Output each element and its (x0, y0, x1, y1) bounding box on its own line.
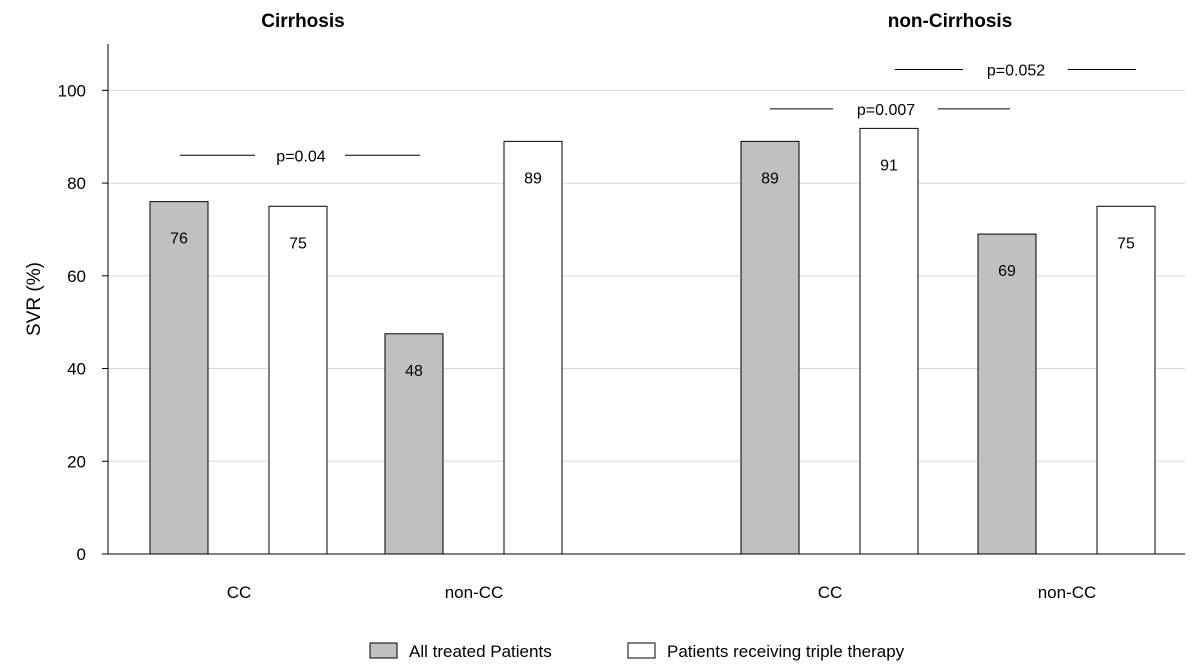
y-tick-label: 60 (67, 267, 86, 286)
data-label: 75 (1117, 235, 1135, 252)
bar (384, 333, 444, 555)
y-axis-label: SVR (%) (24, 262, 45, 336)
data-label: 91 (880, 157, 898, 174)
category-label: non-CC (1038, 583, 1097, 602)
bar (859, 127, 919, 555)
bar (503, 140, 563, 555)
p-value-label: p=0.007 (857, 102, 915, 119)
data-label: 75 (289, 235, 307, 252)
y-tick-label: 40 (67, 360, 86, 379)
category-labels: CC non-CC CC non-CC (227, 583, 1097, 602)
legend-label: Patients receiving triple therapy (667, 642, 905, 661)
legend-swatch (369, 642, 398, 659)
group-titles: Cirrhosis non-Cirrhosis (261, 11, 1012, 32)
data-label: 76 (170, 231, 188, 248)
category-label: CC (818, 583, 843, 602)
y-tick-labels: 0 20 40 60 80 100 (58, 81, 108, 564)
data-label: 89 (761, 170, 779, 187)
bar (977, 233, 1037, 555)
legend-swatch (627, 642, 656, 659)
p-value-label: p=0.04 (276, 148, 325, 165)
group-title: Cirrhosis (261, 11, 344, 32)
data-label: 69 (998, 263, 1016, 280)
data-label: 48 (405, 363, 423, 380)
annotations: p=0.04 p=0.007 p=0.052 (180, 63, 1136, 165)
y-tick-label: 80 (67, 174, 86, 193)
group-title: non-Cirrhosis (888, 11, 1013, 32)
y-tick-label: 100 (58, 81, 86, 100)
y-tick-label: 0 (77, 545, 86, 564)
bar (149, 201, 209, 555)
y-tick-label: 20 (67, 452, 86, 471)
bar (740, 140, 800, 555)
category-label: non-CC (445, 583, 504, 602)
bar (1096, 205, 1156, 555)
bar (268, 205, 328, 555)
p-value-label: p=0.052 (987, 63, 1045, 80)
legend: All treated Patients Patients receiving t… (369, 642, 905, 661)
data-label: 89 (524, 170, 542, 187)
bars: 76 75 48 89 89 91 69 75 (149, 127, 1156, 555)
legend-label: All treated Patients (409, 642, 552, 661)
category-label: CC (227, 583, 252, 602)
